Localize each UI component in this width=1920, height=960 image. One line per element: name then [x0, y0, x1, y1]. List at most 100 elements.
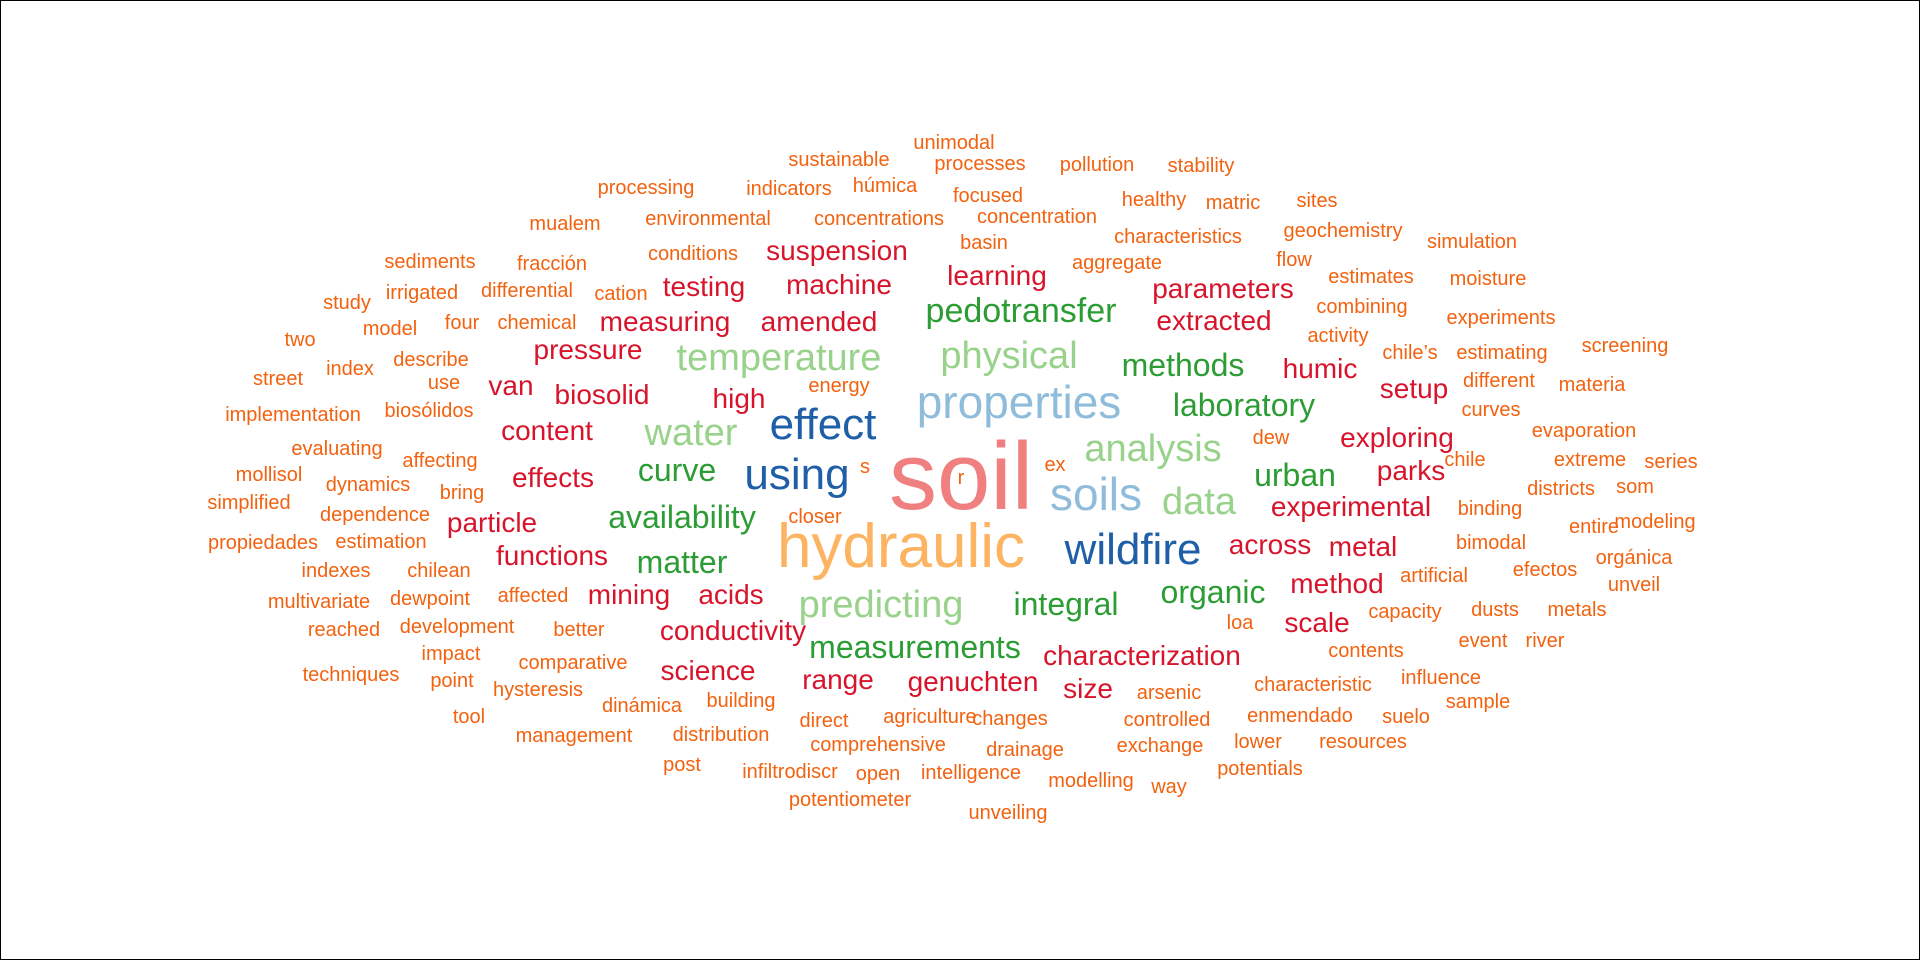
word-characteristic: characteristic — [1254, 674, 1372, 696]
word-range: range — [802, 664, 874, 695]
word-irrigated: irrigated — [385, 282, 459, 304]
word-binding: binding — [1457, 498, 1523, 520]
word-estimating: estimating — [1456, 342, 1548, 364]
word-indicators: indicators — [746, 178, 832, 200]
word-pressure: pressure — [533, 334, 643, 365]
word-model: model — [362, 318, 418, 340]
word-concentration: concentration — [976, 206, 1098, 228]
word-availability: availability — [608, 499, 756, 535]
word-changes: changes — [972, 708, 1048, 730]
word-metal: metal — [1328, 531, 1398, 562]
word-dinamica: dinámica — [601, 695, 683, 717]
word-flow: flow — [1276, 249, 1312, 271]
word-chemical: chemical — [497, 312, 577, 334]
word-event: event — [1458, 630, 1508, 652]
word-environmental: environmental — [645, 208, 771, 230]
word-method: method — [1290, 568, 1384, 599]
word-matric: matric — [1205, 192, 1261, 214]
word-sustainable: sustainable — [788, 149, 890, 171]
word-parks: parks — [1376, 455, 1446, 486]
word-hydraulic: hydraulic — [776, 512, 1026, 581]
word-chilean: chilean — [407, 560, 471, 582]
word-post: post — [663, 754, 701, 776]
word-reached: reached — [307, 619, 381, 641]
word-measurements: measurements — [809, 629, 1021, 665]
word-infiltrodiscr: infiltrodiscr — [742, 761, 838, 783]
word-physical: physical — [940, 335, 1078, 377]
word-agriculture: agriculture — [883, 706, 977, 728]
word-sites: sites — [1296, 190, 1338, 212]
word-mining: mining — [587, 579, 671, 610]
word-drainage: drainage — [986, 739, 1064, 761]
word-implementation: implementation — [225, 404, 361, 426]
word-soil: soil — [888, 423, 1034, 530]
word-loa: loa — [1226, 612, 1254, 634]
word-energy: energy — [808, 375, 870, 397]
word-study: study — [323, 292, 371, 314]
word-curves: curves — [1461, 399, 1521, 421]
word-efectos: efectos — [1512, 559, 1578, 581]
word-entire: entire — [1568, 516, 1620, 538]
word-parameters: parameters — [1152, 273, 1294, 304]
word-setup: setup — [1379, 373, 1449, 404]
word-humic: humic — [1282, 353, 1358, 384]
word-comparative: comparative — [518, 652, 628, 674]
word-ex: ex — [1044, 454, 1066, 476]
word-affected: affected — [497, 585, 569, 607]
word-better: better — [553, 619, 605, 641]
word-four: four — [444, 312, 480, 334]
word-materia: materia — [1558, 374, 1626, 396]
word-closer: closer — [788, 506, 842, 528]
word-using: using — [744, 450, 850, 499]
word-particle: particle — [446, 507, 538, 538]
word-learning: learning — [947, 260, 1047, 291]
word-chile: chile — [1444, 449, 1486, 471]
word-humica: húmica — [852, 175, 918, 197]
word-methods: methods — [1121, 347, 1245, 383]
word-stability: stability — [1167, 155, 1235, 177]
word-wildfire: wildfire — [1064, 525, 1202, 574]
word-integral: integral — [1013, 586, 1119, 622]
word-evaluating: evaluating — [291, 438, 383, 460]
word-organica: orgánica — [1595, 547, 1673, 569]
word-development: development — [399, 616, 515, 638]
word-dewpoint: dewpoint — [389, 588, 471, 610]
word-techniques: techniques — [302, 664, 400, 686]
word-conditions: conditions — [647, 243, 739, 265]
word-processes: processes — [934, 153, 1026, 175]
word-exchange: exchange — [1116, 735, 1204, 757]
word-dynamics: dynamics — [325, 474, 411, 496]
word-point: point — [430, 670, 474, 692]
word-van: van — [488, 370, 534, 401]
word-functions: functions — [495, 540, 609, 571]
word-propiedades: propiedades — [207, 532, 319, 554]
word-sample: sample — [1445, 691, 1511, 713]
word-potentiometer: potentiometer — [788, 789, 912, 811]
word-dependence: dependence — [319, 504, 431, 526]
word-combining: combining — [1316, 296, 1408, 318]
word-unveiling: unveiling — [968, 802, 1048, 824]
word-distribution: distribution — [672, 724, 770, 746]
word-controlled: controlled — [1123, 709, 1211, 731]
word-characteristics: characteristics — [1114, 226, 1242, 248]
word-modeling: modeling — [1614, 511, 1696, 533]
word-sediments: sediments — [384, 251, 476, 273]
word-management: management — [515, 725, 633, 747]
word-measuring: measuring — [599, 306, 731, 337]
word-direct: direct — [799, 710, 849, 732]
word-potentials: potentials — [1217, 758, 1303, 780]
word-genuchten: genuchten — [907, 666, 1039, 697]
word-machine: machine — [786, 269, 892, 300]
word-differential: differential — [481, 280, 573, 302]
word-index: index — [326, 358, 374, 380]
word-extreme: extreme — [1553, 449, 1627, 471]
word-laboratory: laboratory — [1172, 387, 1316, 423]
word-predicting: predicting — [798, 584, 964, 626]
word-science: science — [660, 655, 756, 686]
word-healthy: healthy — [1121, 189, 1187, 211]
word-contents: contents — [1328, 640, 1404, 662]
word-simplified: simplified — [207, 492, 291, 514]
word-mualem: mualem — [529, 213, 601, 235]
word-two: two — [284, 329, 316, 351]
word-processing: processing — [597, 177, 695, 199]
